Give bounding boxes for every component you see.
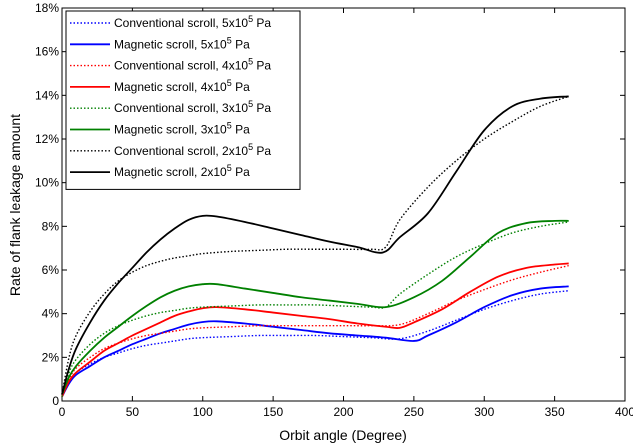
legend-label: Conventional scroll, 4x105 Pa [114, 57, 271, 73]
y-tick-label: 12% [35, 132, 59, 146]
legend-label: Magnetic scroll, 3x105 Pa [114, 121, 250, 137]
y-tick-label: 10% [35, 176, 59, 190]
x-tick-label: 300 [474, 405, 494, 419]
legend-box [65, 10, 301, 190]
x-axis-title: Orbit angle (Degree) [279, 427, 407, 443]
y-tick-label: 2% [42, 350, 60, 364]
y-tick-label: 4% [42, 307, 60, 321]
x-tick-label: 0 [59, 405, 66, 419]
y-tick-label: 8% [42, 219, 60, 233]
y-tick-label: 16% [35, 45, 59, 59]
y-tick-label: 6% [42, 263, 60, 277]
series-line-6 [61, 219, 569, 395]
x-tick-label: 100 [193, 405, 213, 419]
legend-label: Magnetic scroll, 2x105 Pa [114, 163, 250, 179]
x-tick-label: 200 [333, 405, 353, 419]
legend-label: Conventional scroll, 5x105 Pa [114, 14, 271, 30]
y-axis-title: Rate of flank leakage amount [7, 114, 23, 296]
y-tick-label: 18% [35, 1, 59, 15]
y-tick-label: 14% [35, 88, 59, 102]
series-layer [61, 95, 569, 398]
legend-label: Conventional scroll, 2x105 Pa [114, 142, 271, 158]
y-tick-label: 0 [52, 394, 59, 408]
legend-label: Magnetic scroll, 4x105 Pa [114, 78, 250, 94]
series-line-8 [61, 95, 569, 395]
x-tick-label: 350 [545, 405, 565, 419]
axis-ticks: 0 50 100 150 200 250 300 350 400 0 2% 4% 6% 8% 10% 12% 1… [35, 1, 633, 419]
legend-label: Conventional scroll, 3x105 Pa [114, 99, 271, 115]
series-line-5 [61, 221, 569, 397]
legend-label: Magnetic scroll, 5x105 Pa [114, 35, 250, 51]
series-line-7 [61, 95, 569, 395]
series-line-4 [61, 262, 569, 398]
legend: Conventional scroll, 5x105 Pa Magnetic sc… [65, 10, 301, 190]
x-tick-label: 50 [126, 405, 140, 419]
series-line-2 [61, 285, 569, 398]
x-tick-label: 250 [404, 405, 424, 419]
x-tick-label: 150 [263, 405, 283, 419]
x-tick-label: 400 [615, 405, 633, 419]
